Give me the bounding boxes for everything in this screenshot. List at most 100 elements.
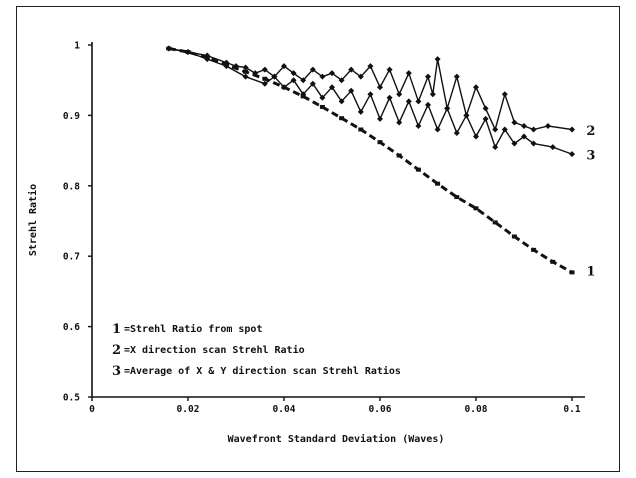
series-2-point — [204, 52, 211, 59]
y-tick-label: 0.8 — [63, 181, 80, 192]
series-2-point — [261, 66, 268, 73]
series-3-point — [386, 94, 393, 101]
series-1-point — [454, 195, 460, 200]
series-1-point — [492, 220, 498, 225]
series-3-point — [501, 126, 508, 133]
series-3-point — [415, 122, 422, 129]
series-2-point — [530, 126, 537, 133]
series-2-point — [281, 63, 287, 70]
series-2-point — [252, 70, 259, 77]
series-2-point — [501, 91, 508, 98]
series-2-point — [338, 77, 345, 84]
series-2-point — [492, 126, 499, 133]
y-tick-label: 0.9 — [63, 111, 80, 122]
legend-entry-2: =X direction scan Strehl Ratio — [124, 344, 305, 356]
series-2-point — [405, 70, 412, 77]
series-2-point — [545, 122, 551, 129]
series-end-label-1: 1 — [586, 265, 595, 280]
series-3-point — [261, 80, 268, 87]
series-1-point — [531, 247, 537, 252]
series-2-point — [377, 84, 383, 91]
series-2-point — [473, 84, 479, 91]
legend-marker-3: 3 — [112, 364, 121, 379]
series-3-point — [204, 56, 211, 63]
tick-group: 0 0.02 0.04 0.06 0.08 0.1 0.5 0.6 0.7 0.8 0.9 1 — [63, 41, 581, 416]
x-tick-label: 0.02 — [177, 404, 200, 415]
y-tick-label: 0.6 — [63, 322, 80, 333]
series-2-point — [511, 119, 518, 126]
series-3-point — [329, 84, 335, 91]
series-3-point — [453, 130, 460, 136]
series-3-point — [281, 84, 287, 91]
series-2-point — [434, 56, 441, 63]
y-axis-title: Strehl Ratio — [27, 184, 39, 256]
series-3-point — [492, 144, 499, 151]
series-3-point — [444, 105, 451, 112]
x-tick-label: 0.1 — [563, 404, 580, 415]
legend-entry-1: =Strehl Ratio from spot — [124, 323, 262, 335]
series-2-point — [453, 73, 460, 80]
series-2-point — [329, 70, 335, 77]
series-3-point — [185, 49, 191, 56]
series-labels: 2 3 1 — [586, 124, 595, 280]
series-3-point — [165, 45, 172, 52]
series-2-point — [396, 91, 403, 98]
y-tick-label: 1 — [74, 41, 80, 52]
series-3-point — [309, 80, 316, 87]
series-1-point — [262, 76, 268, 81]
series-3-point — [511, 140, 518, 147]
series-3-point — [348, 87, 355, 94]
series-2-point — [482, 105, 489, 112]
series-2-point — [319, 73, 326, 80]
series-1-point — [358, 127, 364, 132]
series-2-point — [357, 73, 364, 80]
series-3-point — [300, 91, 307, 98]
series-3-point — [242, 73, 249, 80]
series-1-point — [377, 140, 383, 145]
series-1-point — [511, 234, 517, 239]
series-1-point — [396, 153, 402, 158]
series-2-point — [429, 91, 436, 98]
legend-marker-1: 1 — [112, 322, 121, 337]
series-3-point — [357, 108, 364, 115]
series-group — [165, 45, 575, 275]
x-tick-label: 0.08 — [465, 404, 488, 415]
series-2-point — [569, 126, 575, 133]
series-3-point — [367, 91, 374, 98]
series-3-point — [396, 119, 403, 126]
x-tick-label: 0.06 — [369, 404, 392, 415]
series-1-point — [550, 259, 556, 264]
series-2-point — [223, 59, 230, 66]
series-1-line — [168, 47, 573, 274]
series-3-point — [425, 101, 431, 108]
series-3-point — [290, 77, 297, 84]
series-2-line — [168, 47, 573, 131]
series-1-point — [569, 270, 575, 275]
series-1-point — [319, 104, 325, 109]
series-1-point — [415, 167, 421, 172]
series-2-point — [348, 66, 355, 73]
series-end-label-3: 3 — [586, 149, 595, 164]
y-tick-label: 0.7 — [63, 252, 80, 263]
series-2-point — [425, 73, 431, 80]
series-2-point — [300, 77, 307, 84]
series-2-point — [242, 64, 249, 71]
series-3-point — [271, 73, 278, 80]
axes — [91, 42, 585, 398]
legend-marker-2: 2 — [112, 343, 121, 358]
series-3-point — [482, 115, 489, 122]
series-3-point — [223, 63, 230, 70]
series-1-point — [339, 116, 345, 121]
series-1-point — [243, 69, 249, 74]
series-2-point — [290, 70, 297, 77]
y-tick-label: 0.5 — [63, 393, 80, 404]
x-tick-label: 0 — [89, 404, 95, 415]
series-1-point — [435, 181, 441, 186]
series-3-point — [569, 151, 575, 158]
series-2-point — [233, 63, 239, 70]
series-3-point — [521, 133, 527, 140]
series-3-point — [338, 98, 345, 105]
series-2-point — [521, 122, 527, 129]
